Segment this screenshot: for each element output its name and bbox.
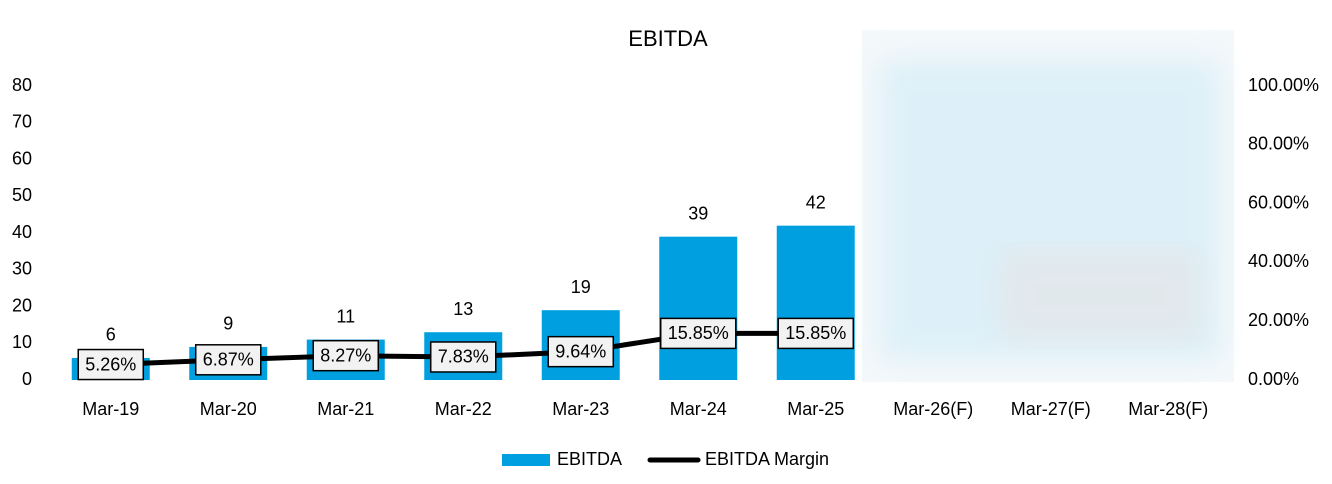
y-tick-label: 80 <box>12 75 32 95</box>
data-label-box <box>659 317 737 350</box>
redaction <box>862 30 1234 382</box>
y-tick-label: 50 <box>12 185 32 205</box>
y-tick-label: 70 <box>12 112 32 132</box>
chart-title: EBITDA <box>628 26 708 51</box>
data-label-box <box>312 339 380 372</box>
y-tick-label: 20 <box>12 295 32 315</box>
x-tick-label: Mar-27(F) <box>1011 399 1091 419</box>
data-label: 11 <box>336 306 355 326</box>
data-label: 15.85% <box>785 323 846 343</box>
data-label: 8.27% <box>320 345 371 365</box>
x-tick-label: Mar-23 <box>552 399 609 419</box>
data-label-box <box>194 344 262 376</box>
y-tick-label: 10 <box>12 332 32 352</box>
y-tick-label: 60 <box>12 148 32 168</box>
x-tick-label: Mar-24 <box>670 399 727 419</box>
x-tick-label: Mar-19 <box>82 399 139 419</box>
plot-area: 0 10 20 30 40 50 60 70 80 0.00% 20.00% 40.00% 60.00%… <box>12 75 1319 469</box>
legend-label: EBITDA <box>557 449 622 469</box>
data-label: 19 <box>571 277 591 297</box>
y2-tick-label: 0.00% <box>1248 369 1299 389</box>
x-tick-label: Mar-26(F) <box>893 399 973 419</box>
legend-label: EBITDA Margin <box>705 449 829 469</box>
data-label: 6 <box>106 325 116 345</box>
x-tick-label: Mar-20 <box>200 399 257 419</box>
data-label-box <box>777 317 855 350</box>
data-label: 9.64% <box>555 341 606 361</box>
data-label: 15.85% <box>668 323 729 343</box>
bar <box>659 236 738 380</box>
bar <box>776 225 855 380</box>
legend-swatch <box>502 454 550 466</box>
x-tick-label: Mar-22 <box>435 399 492 419</box>
data-label: 5.26% <box>85 354 136 374</box>
y-tick-label: 30 <box>12 259 32 279</box>
data-label: 39 <box>688 203 708 223</box>
data-label: 13 <box>453 299 473 319</box>
data-label-box <box>547 335 615 368</box>
x-tick-label: Mar-25 <box>787 399 844 419</box>
data-label-box <box>429 341 497 373</box>
y-tick-label: 40 <box>12 222 32 242</box>
y2-tick-label: 100.00% <box>1248 75 1319 95</box>
data-label-box <box>77 348 145 381</box>
x-tick-label: Mar-21 <box>317 399 374 419</box>
y2-tick-label: 80.00% <box>1248 134 1309 154</box>
data-label: 42 <box>806 192 826 212</box>
data-label: 6.87% <box>203 350 254 370</box>
y2-tick-label: 60.00% <box>1248 192 1309 212</box>
y2-tick-label: 20.00% <box>1248 310 1309 330</box>
data-label: 7.83% <box>438 347 489 367</box>
x-tick-label: Mar-28(F) <box>1128 399 1208 419</box>
y-tick-label: 0 <box>22 369 32 389</box>
data-label: 9 <box>223 314 233 334</box>
y2-tick-label: 40.00% <box>1248 251 1309 271</box>
